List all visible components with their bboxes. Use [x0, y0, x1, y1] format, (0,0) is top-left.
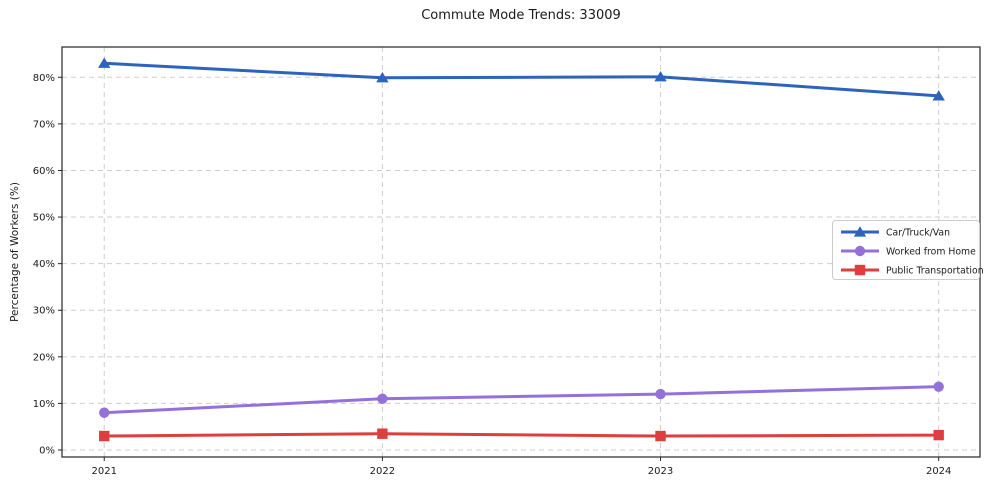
y-tick-label: 40% — [33, 259, 55, 270]
marker-public-transportation — [655, 430, 666, 442]
x-tick-label: 2024 — [926, 466, 951, 477]
y-tick-label: 10% — [33, 399, 55, 410]
marker-public-transportation — [99, 430, 110, 442]
chart-title: Commute Mode Trends: 33009 — [421, 8, 621, 23]
marker-car-truck-van — [932, 90, 945, 101]
y-tick-label: 50% — [33, 213, 55, 224]
series-line-worked-from-home — [102, 385, 941, 415]
y-axis-title: Percentage of Workers (%) — [9, 182, 21, 322]
y-tick-label: 80% — [33, 73, 55, 84]
marker-worked-from-home — [99, 407, 110, 418]
y-tick-label: 30% — [33, 306, 55, 317]
marker-worked-from-home — [377, 393, 388, 404]
y-tick-label: 20% — [33, 352, 55, 363]
series-line-car-truck-van — [102, 61, 941, 98]
legend-box — [832, 220, 980, 280]
x-tick-label: 2023 — [648, 466, 673, 477]
y-tick-label: 70% — [33, 119, 55, 130]
marker-car-truck-van — [98, 57, 111, 68]
marker-public-transportation — [377, 428, 388, 439]
x-tick-label: 2022 — [370, 466, 395, 477]
legend-marker — [854, 245, 866, 257]
marker-car-truck-van — [376, 71, 389, 83]
marker-worked-from-home — [933, 381, 944, 392]
legend-marker — [854, 264, 866, 276]
legend-label: Public Transportation — [886, 265, 984, 276]
x-tick-label: 2021 — [92, 466, 117, 477]
legend-label: Worked from Home — [886, 246, 976, 257]
marker-worked-from-home — [655, 388, 666, 400]
series-line-public-transportation — [102, 432, 941, 438]
y-tick-label: 0% — [39, 446, 55, 457]
y-tick-label: 60% — [33, 166, 55, 177]
legend-marker — [853, 226, 867, 237]
legend-label: Car/Truck/Van — [886, 227, 950, 238]
marker-car-truck-van — [654, 71, 667, 82]
marker-public-transportation — [933, 429, 944, 441]
